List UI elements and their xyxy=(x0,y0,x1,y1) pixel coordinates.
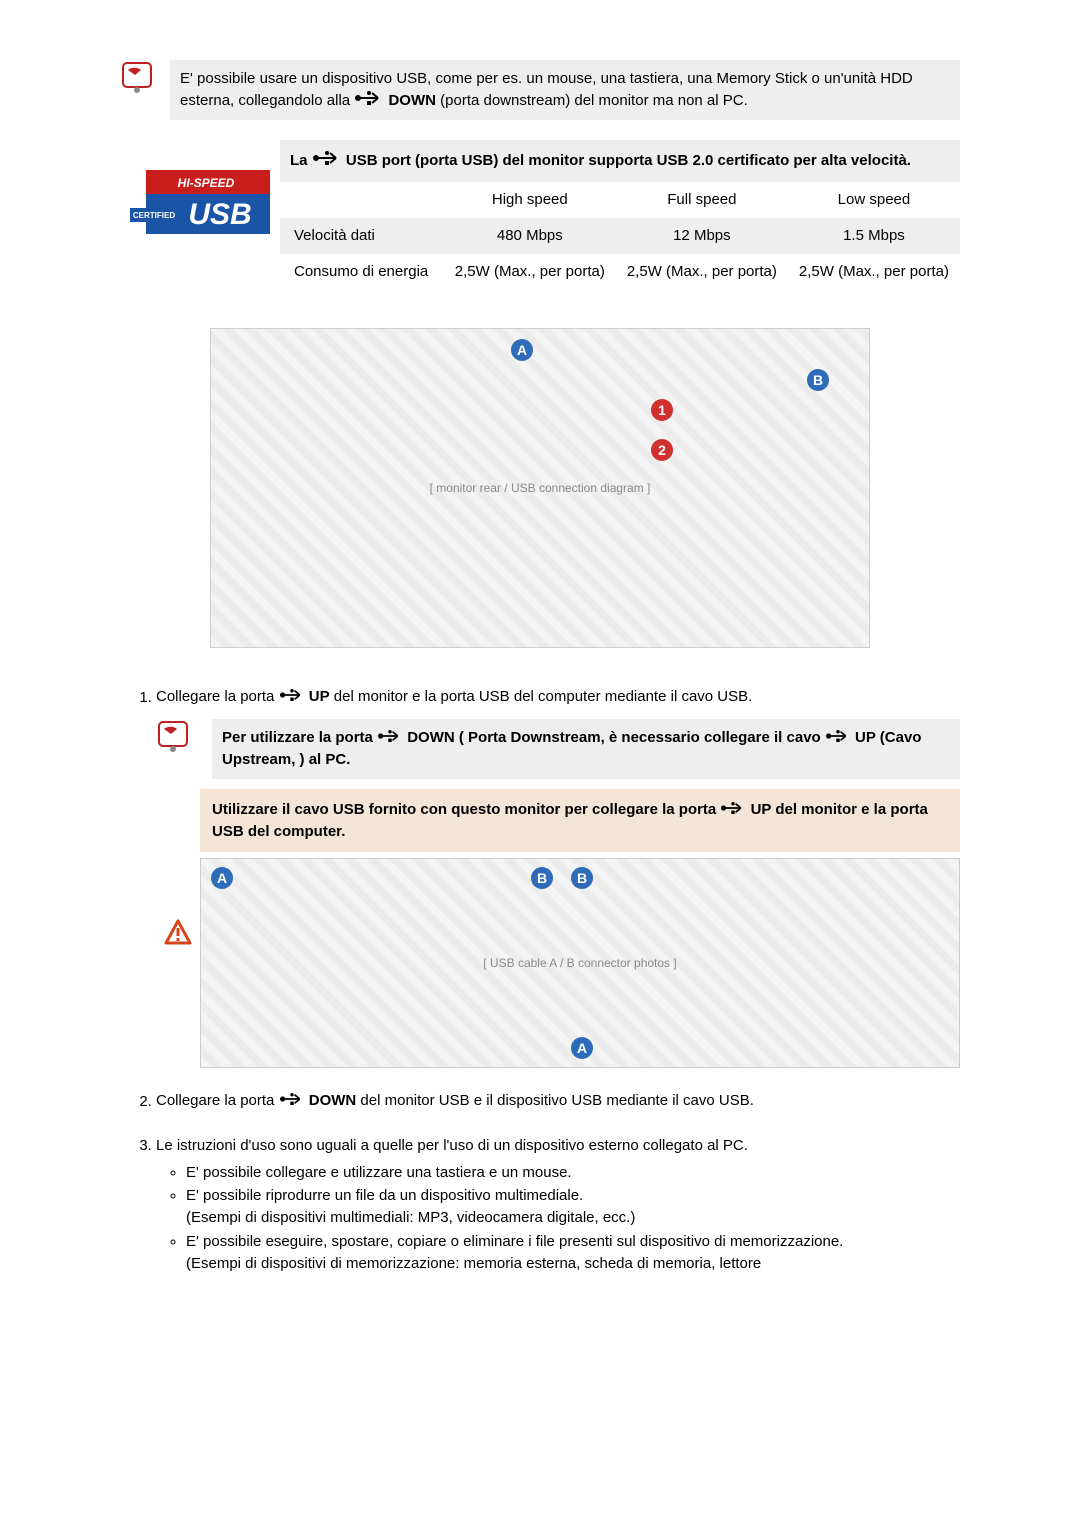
table-cell: Full speed xyxy=(616,182,788,218)
table-cell: Consumo di energia xyxy=(280,254,444,290)
step-3: Le istruzioni d'uso sono uguali a quelle… xyxy=(156,1135,960,1274)
tip-icon xyxy=(156,719,190,753)
badge-1-icon: 1 xyxy=(651,399,673,421)
tbl-title-mid: USB port (porta USB) del monitor support… xyxy=(346,152,911,169)
cream-up: UP xyxy=(751,801,772,818)
usb-icon xyxy=(377,727,403,749)
table-row: Velocità dati 480 Mbps 12 Mbps 1.5 Mbps xyxy=(280,218,960,254)
table-row: Consumo di energia 2,5W (Max., per porta… xyxy=(280,254,960,290)
table-cell: 12 Mbps xyxy=(616,218,788,254)
table-cell: 2,5W (Max., per porta) xyxy=(444,254,616,290)
svg-text:USB: USB xyxy=(188,198,251,231)
step-1: Collegare la porta UP del monitor e la p… xyxy=(156,686,960,1068)
tip1-box: E' possibile usare un dispositivo USB, c… xyxy=(170,60,960,120)
table-row: High speed Full speed Low speed xyxy=(280,182,960,218)
tbl-title-pre: La xyxy=(290,152,312,169)
step2-pre: Collegare la porta xyxy=(156,1093,279,1110)
badge-b-icon: B xyxy=(571,867,593,889)
list-item: E' possibile eseguire, spostare, copiare… xyxy=(186,1231,960,1275)
fig2-label: [ USB cable A / B connector photos ] xyxy=(483,954,676,972)
usb-icon xyxy=(279,1090,305,1113)
cream-pre: Utilizzare il cavo USB fornito con quest… xyxy=(212,801,720,818)
list-item: E' possibile riprodurre un file da un di… xyxy=(186,1185,960,1229)
table-cell: 2,5W (Max., per porta) xyxy=(788,254,960,290)
tip2-pre: Per utilizzare la porta xyxy=(222,729,377,746)
step2-down: DOWN xyxy=(309,1093,357,1110)
badge-b-icon: B xyxy=(531,867,553,889)
table-cell: 1.5 Mbps xyxy=(788,218,960,254)
table-cell: 480 Mbps xyxy=(444,218,616,254)
step1-post: del monitor e la porta USB del computer … xyxy=(334,689,753,706)
tip1-down-label: DOWN xyxy=(388,92,436,109)
table-cell: Velocità dati xyxy=(280,218,444,254)
badge-a-icon: A xyxy=(571,1037,593,1059)
tip2-down: DOWN ( Porta Downstream, è necessario co… xyxy=(407,729,825,746)
usb-icon xyxy=(354,90,384,112)
table-cell: 2,5W (Max., per porta) xyxy=(616,254,788,290)
step1-pre: Collegare la porta xyxy=(156,689,279,706)
usb-certified-logo: HI-SPEED USB CERTIFIED xyxy=(130,170,270,240)
table-cell: High speed xyxy=(444,182,616,218)
speed-table: High speed Full speed Low speed Velocità… xyxy=(280,182,960,291)
usb-icon xyxy=(312,150,342,172)
tip2-box: Per utilizzare la porta DOWN ( Porta Dow… xyxy=(212,719,960,779)
step3-intro: Le istruzioni d'uso sono uguali a quelle… xyxy=(156,1137,748,1154)
usb-icon xyxy=(825,727,851,749)
tip-icon xyxy=(120,60,154,94)
tip-icon-box xyxy=(120,60,170,98)
table-cell xyxy=(280,182,444,218)
usb-icon xyxy=(720,799,746,821)
fig1-label: [ monitor rear / USB connection diagram … xyxy=(430,481,651,495)
badge-2-icon: 2 xyxy=(651,439,673,461)
step-2: Collegare la porta DOWN del monitor USB … xyxy=(156,1090,960,1113)
svg-text:CERTIFIED: CERTIFIED xyxy=(133,211,175,220)
list-item: E' possibile collegare e utilizzare una … xyxy=(186,1162,960,1184)
table-cell: Low speed xyxy=(788,182,960,218)
step1-up: UP xyxy=(309,689,330,706)
cream-box: Utilizzare il cavo USB fornito con quest… xyxy=(200,789,960,853)
table-title: La USB port (porta USB) del monitor supp… xyxy=(280,140,960,182)
step2-post: del monitor USB e il dispositivo USB med… xyxy=(360,1093,754,1110)
badge-a-icon: A xyxy=(511,339,533,361)
tip1-post: (porta downstream) del monitor ma non al… xyxy=(440,92,748,109)
figure-1: [ monitor rear / USB connection diagram … xyxy=(210,328,870,648)
badge-b-icon: B xyxy=(807,369,829,391)
tip2-icon-box xyxy=(156,719,212,761)
usb-icon xyxy=(279,686,305,709)
step3-sublist: E' possibile collegare e utilizzare una … xyxy=(156,1162,960,1275)
steps-list: Collegare la porta UP del monitor e la p… xyxy=(120,686,960,1274)
svg-text:HI-SPEED: HI-SPEED xyxy=(178,176,235,190)
badge-a-icon: A xyxy=(211,867,233,889)
figure-2: [ USB cable A / B connector photos ] A B… xyxy=(200,858,960,1068)
warning-icon xyxy=(164,919,192,947)
